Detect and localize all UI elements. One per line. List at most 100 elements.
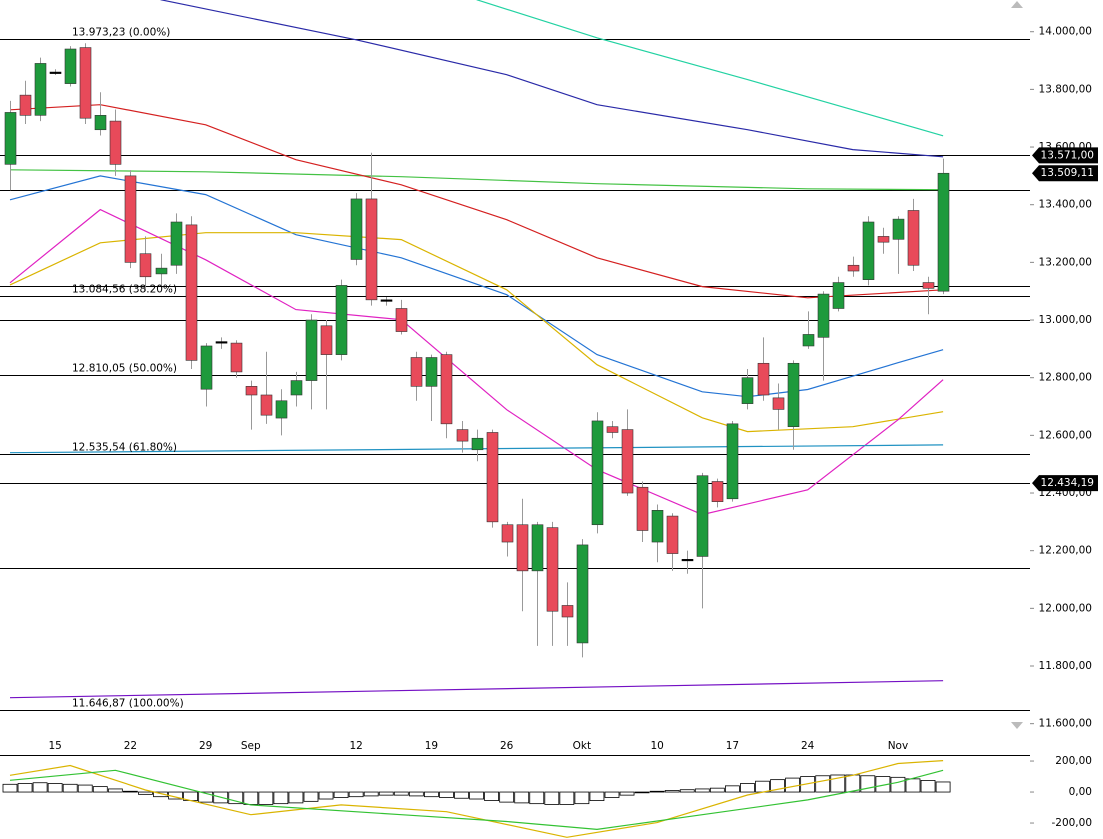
candle-body <box>275 400 288 419</box>
y-tick-label: -200,00 <box>1051 817 1092 829</box>
macd-bar <box>935 781 951 793</box>
macd-bar <box>725 785 740 793</box>
moving-average <box>9 208 944 516</box>
macd-bar <box>589 791 605 801</box>
macd-bar <box>47 783 63 793</box>
price-tag <box>1032 165 1098 182</box>
candle-body <box>757 362 770 396</box>
moving-average <box>9 680 944 699</box>
candle-body <box>260 394 273 416</box>
scroll-down-icon[interactable] <box>1011 722 1023 729</box>
level-label: 11.646,87 (100.00%) <box>72 698 184 710</box>
y-tick-label: 12.800,00 <box>1039 372 1092 384</box>
x-tick-label: 10 <box>650 740 663 752</box>
candle-body <box>832 282 845 309</box>
macd-line <box>9 769 944 831</box>
x-tick-label: 15 <box>48 740 61 752</box>
macd-bar <box>694 788 710 793</box>
moving-average <box>9 104 944 299</box>
candle-body <box>561 605 574 618</box>
macd-bar <box>243 791 259 805</box>
macd-bar <box>228 791 244 805</box>
macd-bar <box>92 786 108 793</box>
macd-plot <box>2 760 951 838</box>
macd-bar <box>153 791 168 798</box>
x-tick-label: Sep <box>241 740 261 752</box>
moving-average <box>9 175 944 398</box>
y-tick-label: 14.000,00 <box>1039 26 1092 38</box>
macd-bar <box>62 783 78 793</box>
macd-bar <box>664 790 680 793</box>
candle-body <box>892 218 905 240</box>
candle-body <box>94 115 107 131</box>
candle-body <box>440 354 453 425</box>
x-tick-label: 24 <box>801 740 815 752</box>
moving-average <box>9 232 944 433</box>
candle-body <box>847 264 860 272</box>
candle-body <box>696 475 709 557</box>
candle-body <box>546 527 559 612</box>
macd-bar <box>318 791 334 800</box>
macd-bar <box>815 775 831 793</box>
candle-body <box>486 432 499 523</box>
axes: 11.600,00 11.800,00 12.000,00 12.200,00 12.4… <box>48 26 1098 829</box>
candle-body <box>380 299 393 302</box>
macd-bar <box>363 791 379 797</box>
macd-bar <box>198 791 214 803</box>
macd-bar <box>138 791 153 795</box>
candle-body <box>516 524 529 572</box>
macd-line <box>9 760 944 838</box>
candle-body <box>772 397 785 410</box>
candle-body <box>621 429 634 494</box>
candle-body <box>636 486 649 531</box>
candle-body <box>425 357 438 387</box>
candle-body <box>350 198 363 260</box>
macd-bar <box>845 774 861 793</box>
x-tick-label: 17 <box>726 740 739 752</box>
y-tick-label: 12.000,00 <box>1039 602 1092 614</box>
candle-body <box>681 559 694 562</box>
macd-bar <box>423 791 439 798</box>
macd-bar <box>2 783 18 793</box>
macd-bar <box>905 778 921 793</box>
moving-average <box>160 0 944 158</box>
macd-bar <box>514 791 530 804</box>
candle-body <box>19 94 32 116</box>
candle-body <box>245 386 258 396</box>
y-tick-label: 0,00 <box>1069 786 1092 798</box>
macd-bar <box>77 784 93 793</box>
candle-body <box>305 319 318 381</box>
macd-bar <box>469 791 484 800</box>
macd-bar <box>348 791 364 798</box>
candle-body <box>155 267 168 275</box>
candle-body <box>185 224 198 361</box>
macd-bar <box>393 791 409 796</box>
candle-body <box>937 172 950 292</box>
x-tick-label: 29 <box>199 740 212 752</box>
macd-bar <box>123 790 138 793</box>
candle-body <box>139 253 152 278</box>
price-plot <box>0 0 1030 711</box>
scroll-up-icon[interactable] <box>1011 1 1023 8</box>
macd-bar <box>17 783 33 793</box>
candle-body <box>666 515 679 554</box>
macd-bar <box>709 787 725 793</box>
x-tick-label: 26 <box>500 740 514 752</box>
x-tick-label: Okt <box>573 740 591 752</box>
macd-bar <box>544 791 560 805</box>
macd-bar <box>333 791 349 798</box>
candle-body <box>64 48 77 84</box>
candle-body <box>79 47 92 119</box>
macd-bar <box>454 791 469 799</box>
candle-body <box>109 120 122 165</box>
macd-bar <box>619 791 635 796</box>
candle-body <box>802 334 815 347</box>
candle-body <box>817 293 830 338</box>
macd-bar <box>484 791 500 801</box>
y-tick-label: 12.200,00 <box>1039 545 1092 557</box>
y-tick-label: 13.800,00 <box>1039 83 1092 95</box>
candle-body <box>395 308 408 332</box>
candle-body <box>576 544 589 644</box>
x-tick-label: Nov <box>888 740 909 752</box>
candle-body <box>215 341 228 344</box>
